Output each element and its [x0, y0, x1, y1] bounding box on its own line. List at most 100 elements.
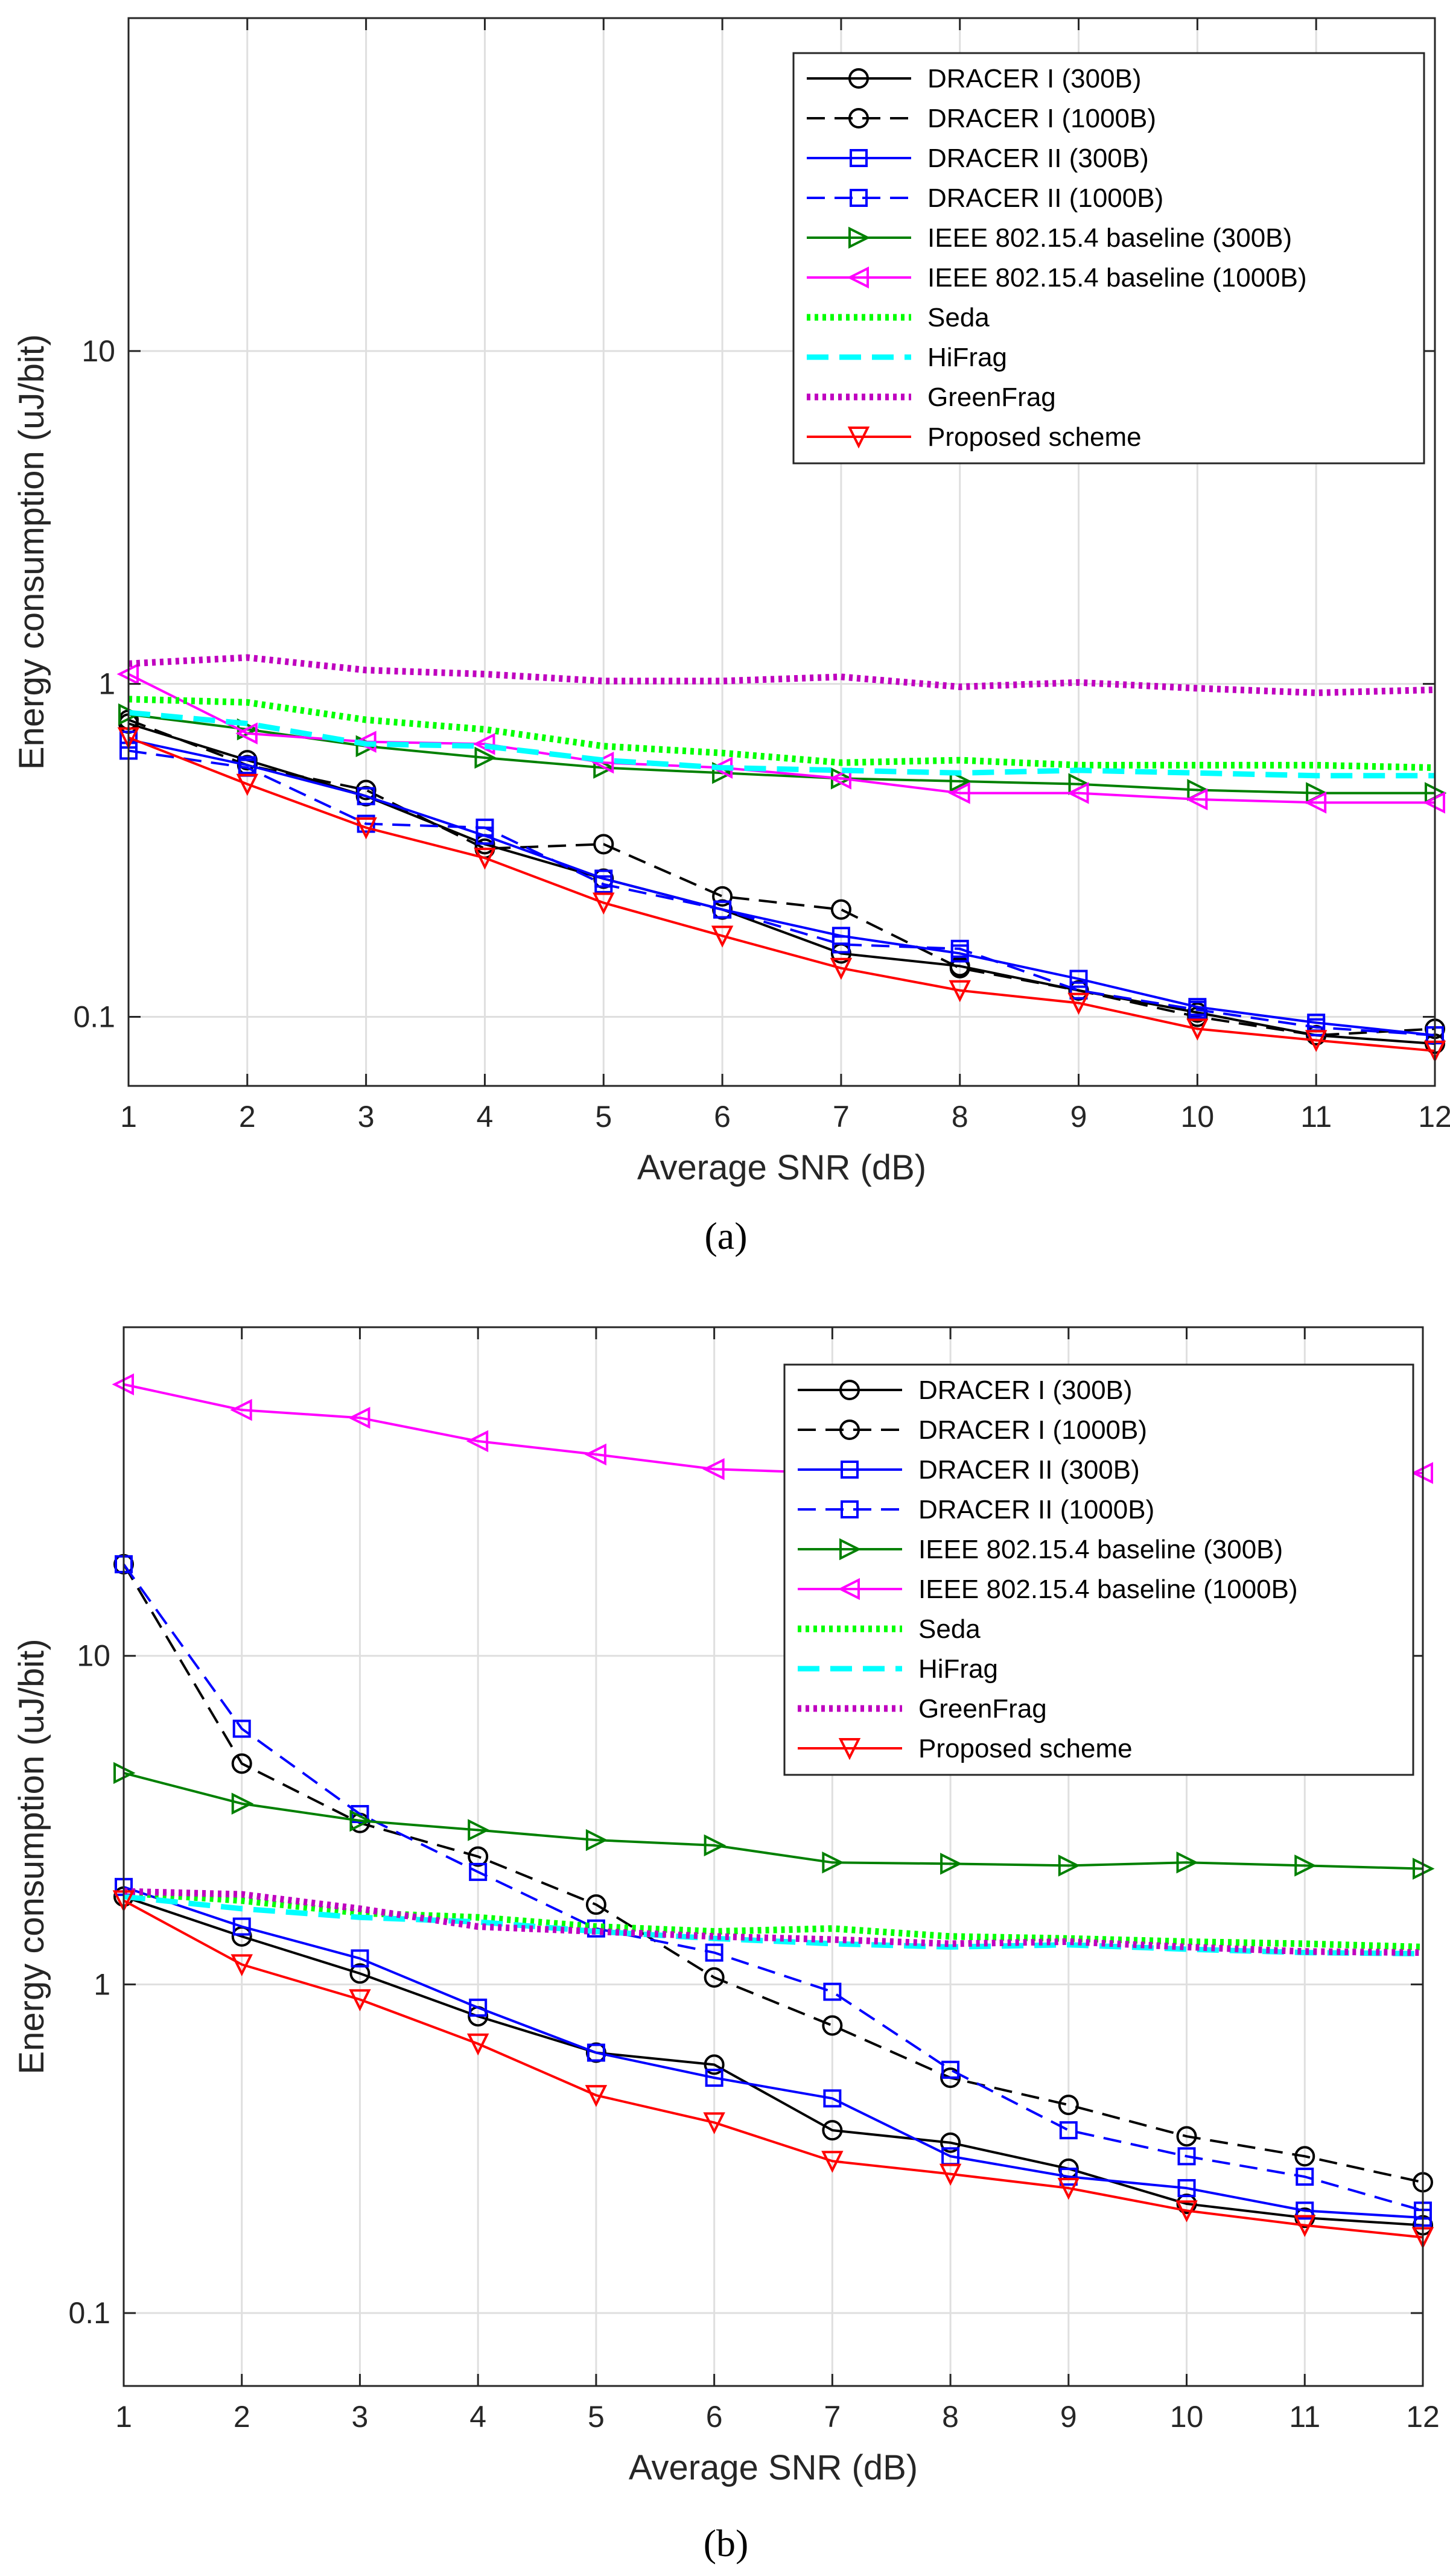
- legend-item-proposed-scheme: Proposed scheme: [807, 422, 1142, 452]
- data-point: [231, 1792, 254, 1815]
- legend-label: IEEE 802.15.4 baseline (1000B): [927, 263, 1307, 293]
- x-tick-label: 1: [115, 2400, 132, 2434]
- data-point: [950, 939, 969, 958]
- data-point: [469, 1998, 488, 2017]
- x-tick-label: 2: [234, 2400, 250, 2434]
- data-point: [1069, 969, 1088, 988]
- legend-item-ieee-802-15-4-baseline-1000b: IEEE 802.15.4 baseline (1000B): [798, 1575, 1298, 1604]
- legend: DRACER I (300B) DRACER I (1000B) DRACER II…: [792, 52, 1425, 465]
- data-point: [832, 935, 850, 954]
- x-tick-label: 4: [477, 1100, 494, 1134]
- data-point: [1296, 2201, 1314, 2220]
- data-point: [940, 2132, 961, 2153]
- series-greenfrag: [128, 654, 1436, 696]
- x-tick-label: 9: [1070, 1100, 1087, 1134]
- x-tick-label: 6: [706, 2400, 723, 2434]
- y-tick-label: 1: [98, 667, 115, 701]
- legend-item-dracer-ii-1000b: DRACER II (1000B): [798, 1495, 1154, 1524]
- legend-item-seda: Seda: [807, 303, 990, 332]
- data-point: [348, 1406, 370, 1429]
- data-point: [1177, 2147, 1196, 2166]
- x-tick-label: 12: [1406, 2400, 1440, 2434]
- data-point: [712, 886, 733, 907]
- axes-box: [127, 17, 1436, 1087]
- legend-item-proposed-scheme: Proposed scheme: [798, 1734, 1133, 1763]
- data-point: [713, 900, 732, 919]
- legend-label: DRACER II (1000B): [927, 183, 1163, 213]
- series-line: [128, 749, 1436, 1037]
- legend-item-dracer-i-1000b: DRACER I (1000B): [798, 1415, 1147, 1445]
- x-axis-label: Average SNR (dB): [629, 2448, 918, 2487]
- legend-label: HiFrag: [918, 1654, 998, 1684]
- data-point: [1175, 2200, 1198, 2222]
- data-point: [702, 1458, 725, 1480]
- data-point: [830, 957, 853, 980]
- data-point: [235, 722, 258, 744]
- legend-label: DRACER II (300B): [927, 144, 1149, 173]
- legend-label: DRACER II (300B): [918, 1455, 1140, 1485]
- series-line: [128, 713, 1435, 795]
- legend-item-seda: Seda: [798, 1614, 981, 1644]
- legend-marker: [841, 1461, 859, 1479]
- data-point: [704, 1834, 727, 1857]
- data-point: [357, 787, 375, 805]
- x-tick-label: 6: [714, 1100, 731, 1134]
- data-point: [705, 2069, 723, 2087]
- legend-item-hifrag: HiFrag: [807, 343, 1007, 372]
- data-point: [1058, 1854, 1081, 1877]
- legend-item-ieee-802-15-4-baseline-300b: IEEE 802.15.4 baseline (300B): [798, 1535, 1283, 1564]
- data-point: [939, 2163, 962, 2186]
- legend-label: DRACER I (1000B): [918, 1415, 1147, 1445]
- data-point: [232, 1719, 251, 1738]
- x-tick-label: 9: [1060, 2400, 1077, 2434]
- legend-label: DRACER II (1000B): [918, 1495, 1154, 1524]
- data-point: [1296, 2168, 1314, 2186]
- data-point: [349, 1809, 372, 1832]
- data-point: [822, 1851, 844, 1874]
- legend-label: HiFrag: [927, 343, 1007, 372]
- legend-label: IEEE 802.15.4 baseline (300B): [918, 1535, 1283, 1564]
- legend-item-ieee-802-15-4-baseline-1000b: IEEE 802.15.4 baseline (1000B): [807, 263, 1307, 293]
- data-point: [941, 2060, 960, 2079]
- legend-item-greenfrag: GreenFrag: [798, 1694, 1047, 1724]
- series-hifrag: [128, 709, 1435, 779]
- legend-label: DRACER I (300B): [927, 64, 1142, 94]
- series-line: [128, 696, 1436, 772]
- data-point: [585, 1829, 608, 1851]
- data-point: [1307, 1018, 1326, 1036]
- legend-marker: [850, 149, 868, 167]
- legend-label: IEEE 802.15.4 baseline (300B): [927, 223, 1292, 253]
- series-line: [123, 1888, 1423, 1956]
- data-point: [474, 848, 496, 870]
- legend-item-dracer-i-300b: DRACER I (300B): [807, 64, 1142, 94]
- data-point: [1294, 2215, 1316, 2238]
- x-tick-label: 8: [952, 1100, 968, 1134]
- series-line: [123, 1899, 1423, 2239]
- series-line: [128, 709, 1435, 779]
- legend-marker: [841, 1500, 859, 1518]
- data-point: [594, 875, 613, 893]
- legend-label: Proposed scheme: [927, 422, 1142, 452]
- legend-label: GreenFrag: [927, 382, 1056, 412]
- x-tick-label: 7: [824, 2400, 841, 2434]
- data-point: [1305, 1030, 1328, 1052]
- series-line: [123, 1889, 1423, 1950]
- data-point: [1177, 2179, 1196, 2198]
- data-point: [830, 899, 851, 920]
- series-line: [128, 673, 1435, 804]
- legend-item-dracer-i-300b: DRACER I (300B): [798, 1375, 1133, 1405]
- panel-caption-b: (b): [704, 2522, 749, 2565]
- data-point: [1067, 992, 1090, 1015]
- legend-marker: [848, 68, 869, 89]
- data-point: [585, 2085, 608, 2107]
- data-point: [1059, 2121, 1078, 2140]
- legend-marker: [848, 226, 871, 249]
- data-point: [236, 773, 259, 796]
- x-tick-label: 12: [1418, 1100, 1450, 1134]
- data-point: [1057, 2178, 1080, 2200]
- data-point: [1176, 1851, 1199, 1874]
- x-tick-label: 1: [120, 1100, 137, 1134]
